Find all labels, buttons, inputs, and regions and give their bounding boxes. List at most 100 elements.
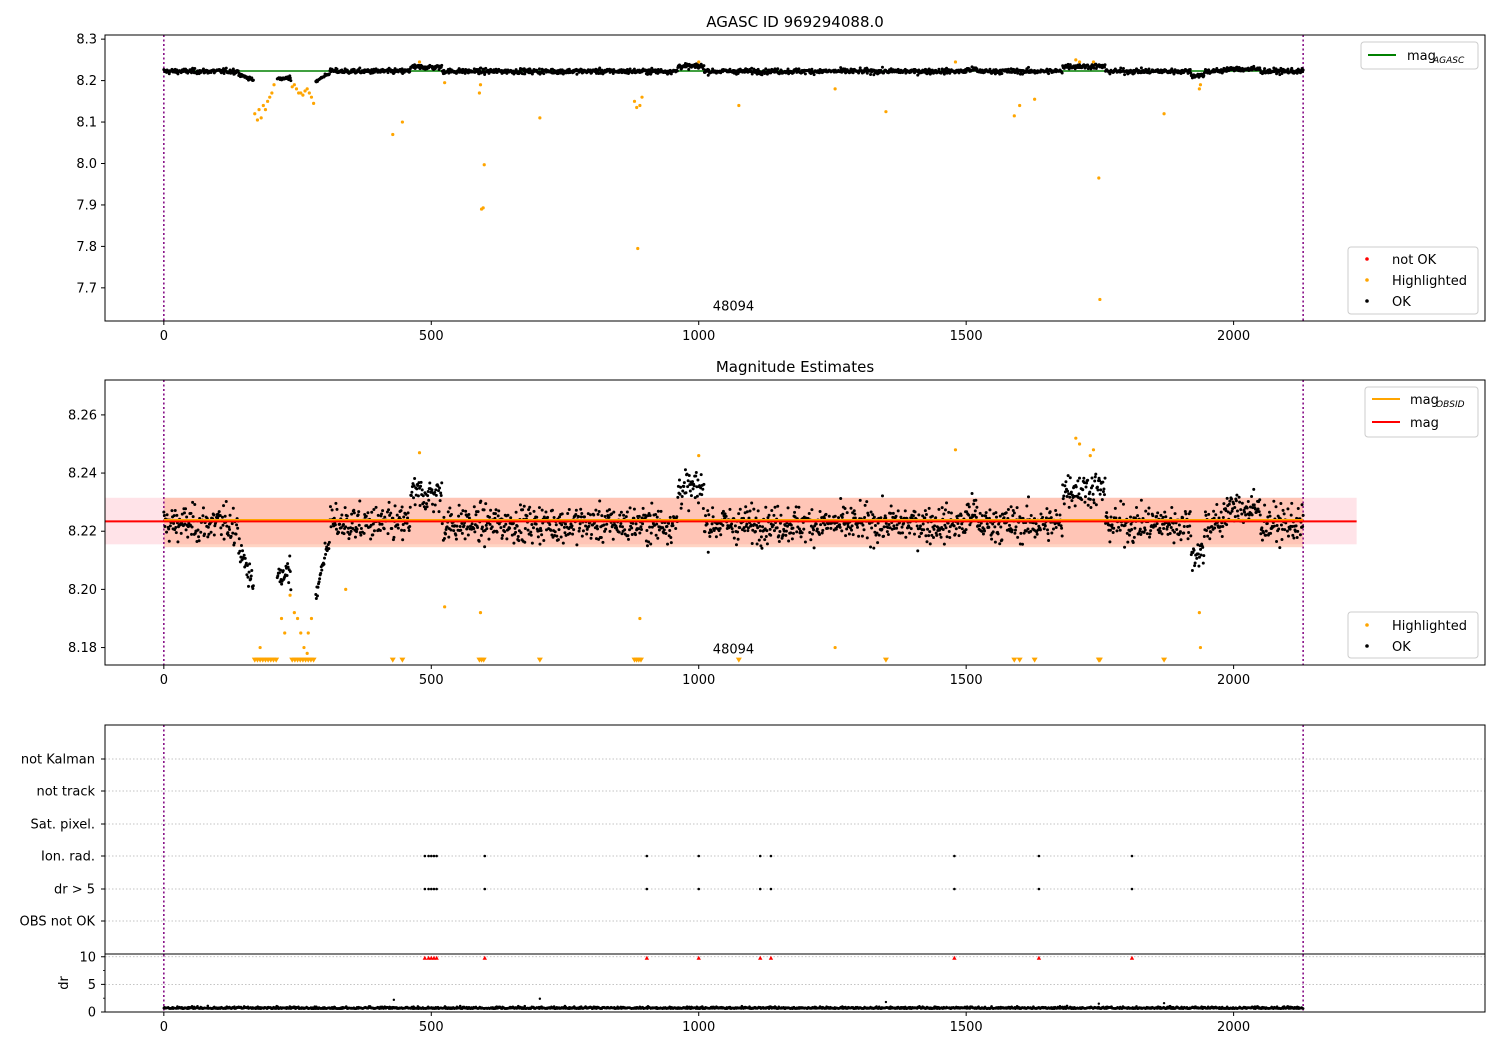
p1-ok-point: [1179, 538, 1183, 542]
p1-ok-point: [626, 534, 630, 538]
p1-ok-point: [1147, 506, 1151, 510]
p1-ok-point: [818, 510, 822, 514]
p1-ok-point: [409, 493, 413, 497]
p1-ok-point: [1207, 512, 1211, 516]
p1-ok-point: [810, 532, 814, 536]
p1-ok-point: [469, 524, 473, 528]
p1-ok-point: [286, 565, 290, 569]
p1-ok-point: [1058, 513, 1062, 517]
p1-ok-point: [1210, 525, 1214, 529]
p1-ok-point: [1033, 535, 1037, 539]
p1-ok-point: [1171, 521, 1175, 525]
p1-ok-point: [540, 508, 544, 512]
p1-ok-point: [1046, 532, 1050, 536]
p1-ok-point: [814, 522, 818, 526]
p1-ok-point: [1063, 484, 1067, 488]
p1-ok-point: [538, 542, 542, 546]
p1-ok-point: [1189, 553, 1193, 557]
p0-ok-point: [942, 72, 946, 76]
p1-ok-point: [727, 526, 731, 530]
p1-highlighted-point: [443, 605, 447, 609]
p1-ok-point: [404, 512, 408, 516]
p1-ok-point: [412, 484, 416, 488]
p1-ok-point: [1126, 540, 1130, 544]
p0-highlighted-point: [290, 85, 294, 89]
p1-ok-point: [710, 522, 714, 526]
p1-ok-point: [1055, 513, 1059, 517]
p1-ok-point: [412, 496, 416, 500]
p1-ok-point: [987, 525, 991, 529]
p1-ok-point: [1050, 531, 1054, 535]
p1-ok-point: [1243, 510, 1247, 514]
p1-ok-point: [1191, 551, 1195, 555]
p1-ok-point: [418, 504, 422, 508]
p1-ok-point: [941, 528, 945, 532]
p1-ok-point: [537, 506, 541, 510]
p1-ok-point: [954, 527, 958, 531]
p1-ok-point: [1081, 488, 1085, 492]
p1-ok-point: [1094, 503, 1098, 507]
p1-ok-point: [693, 496, 697, 500]
p0-highlighted-point: [635, 105, 639, 110]
p1-ok-point: [459, 512, 463, 516]
p1-ok-point: [827, 514, 831, 518]
p1-ok-point: [628, 528, 632, 532]
p1-ok-point: [791, 531, 795, 535]
p1-ok-point: [1102, 493, 1106, 497]
p1-ok-point: [1182, 531, 1186, 535]
p1-ok-point: [624, 515, 628, 519]
p1-ok-point: [1115, 529, 1119, 533]
panel-title: AGASC ID 969294088.0: [706, 13, 884, 31]
p1-ok-point: [232, 541, 236, 545]
p1-ok-point: [687, 509, 691, 513]
p0-ok-point: [975, 67, 979, 71]
flag-marker: [697, 887, 701, 891]
p1-ok-point: [1226, 510, 1230, 514]
p1-ok-point: [711, 515, 715, 519]
p1-ok-point: [1181, 516, 1185, 520]
p1-ok-point: [753, 530, 757, 534]
p1-ok-point: [217, 510, 221, 514]
p0-xtick-label-1500: 1500: [950, 329, 983, 344]
p1-ok-point: [521, 508, 525, 512]
p0-highlighted-point: [299, 91, 303, 95]
p1-ok-point: [960, 522, 964, 526]
legend-top-label: mag: [1407, 49, 1436, 64]
p1-highlighted-point: [309, 616, 314, 621]
p1-ok-point: [1143, 528, 1147, 532]
p0-highlighted-point: [268, 95, 272, 99]
p1-ok-point: [1066, 489, 1070, 493]
p1-ok-point: [1204, 513, 1208, 517]
p1-ok-point: [592, 513, 596, 517]
p1-ok-point: [891, 511, 895, 515]
p1-ok-point: [1127, 533, 1131, 537]
p1-ok-point: [793, 510, 797, 514]
p1-ok-point: [758, 524, 762, 528]
p1-ok-point: [911, 514, 915, 518]
p1-ok-point: [1231, 507, 1235, 511]
p1-ok-point: [539, 529, 543, 533]
p1-ok-point: [680, 502, 684, 506]
p1-ytick-label-2: 8.22: [68, 525, 97, 540]
p1-ok-point: [529, 533, 533, 537]
p1-ok-point: [1004, 511, 1008, 515]
p1-xtick-label-1000: 1000: [682, 673, 715, 688]
p1-ok-point: [664, 531, 668, 535]
p1-ok-point: [793, 515, 797, 519]
p1-ok-point: [493, 512, 497, 516]
p1-ok-point: [991, 530, 995, 534]
p1-ok-point: [371, 522, 375, 526]
p1-ok-point: [396, 523, 400, 527]
p1-ok-point: [234, 532, 238, 536]
p1-ok-point: [744, 524, 748, 528]
p1-ok-point: [390, 527, 394, 531]
p1-ok-point: [323, 541, 327, 545]
p1-ok-point: [983, 529, 987, 533]
p1-ok-point: [932, 527, 936, 531]
p1-ok-point: [1240, 512, 1244, 516]
p1-ok-point: [853, 516, 857, 520]
p1-ok-point: [1236, 514, 1240, 518]
p1-ok-point: [937, 507, 941, 511]
p1-ok-point: [184, 507, 188, 511]
p1-ok-point: [620, 525, 624, 529]
